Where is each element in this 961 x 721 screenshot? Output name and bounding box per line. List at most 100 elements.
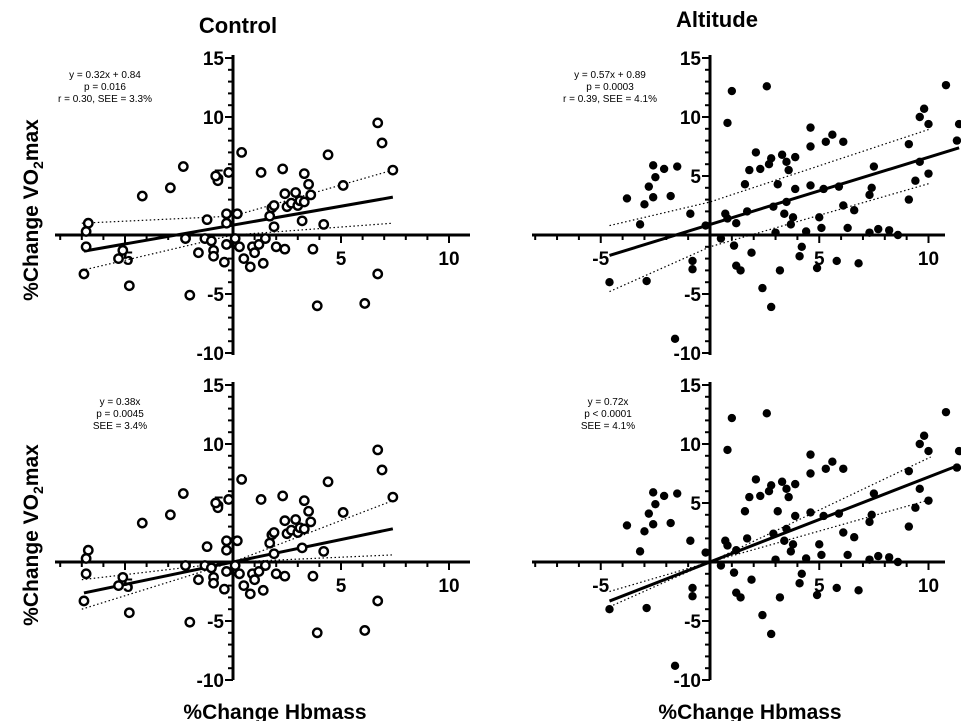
data-point: [832, 583, 841, 593]
data-point: [279, 515, 291, 527]
data-point: [773, 180, 782, 189]
data-point: [867, 183, 876, 192]
data-point: [801, 554, 811, 563]
data-point: [865, 555, 874, 564]
data-point: [221, 544, 232, 556]
data-point: [791, 184, 800, 194]
data-point: [762, 82, 772, 91]
data-point: [318, 218, 330, 230]
data-point: [113, 253, 124, 265]
data-point: [201, 214, 213, 226]
data-point: [812, 590, 822, 600]
data-point: [605, 605, 614, 614]
data-point: [812, 263, 822, 273]
data-point: [372, 595, 384, 607]
data-point: [758, 610, 767, 620]
data-point: [298, 196, 310, 208]
y-axis-title-subscript: 2: [30, 486, 46, 494]
x-tick-label: 5: [814, 249, 825, 270]
data-point: [769, 202, 778, 211]
ci-upper-line: [609, 456, 931, 593]
data-point: [229, 233, 241, 244]
data-point: [729, 241, 739, 250]
data-point: [303, 178, 314, 190]
data-point: [218, 256, 230, 268]
data-point: [193, 247, 204, 259]
data-point: [806, 508, 815, 517]
data-point: [747, 248, 756, 257]
regression-line: [83, 527, 394, 595]
data-point: [782, 157, 791, 167]
data-point: [231, 535, 243, 547]
data-point: [756, 491, 765, 501]
stats-line: p = 0.0045: [96, 409, 144, 420]
data-point: [854, 259, 863, 268]
x-tick-label: -5: [592, 576, 609, 597]
x-tick-label: 5: [814, 576, 825, 597]
data-point: [322, 476, 334, 488]
data-point: [839, 464, 848, 473]
data-point: [648, 161, 658, 170]
data-point: [635, 220, 645, 229]
y-tick-label: 15: [203, 49, 225, 70]
data-point: [277, 163, 289, 175]
stats-line: p < 0.0001: [584, 409, 632, 420]
data-point: [924, 496, 933, 505]
data-point: [742, 207, 752, 216]
data-point: [791, 479, 800, 489]
x-tick-label: -5: [592, 249, 609, 270]
data-point: [915, 112, 924, 122]
data-point: [268, 221, 280, 233]
data-point: [924, 119, 933, 129]
x-tick-label: 5: [336, 249, 347, 270]
data-point: [815, 213, 824, 222]
data-point: [780, 209, 789, 218]
y-axis-title-suffix: max: [20, 119, 43, 161]
data-point: [270, 241, 282, 253]
data-point: [850, 206, 859, 215]
data-point: [205, 562, 217, 574]
data-point: [686, 536, 695, 545]
data-point: [244, 261, 256, 273]
data-point: [701, 221, 710, 230]
data-point: [249, 247, 261, 259]
stats-line: y = 0.72x: [588, 397, 629, 408]
data-point: [745, 165, 754, 175]
data-point: [305, 516, 317, 528]
data-point: [651, 499, 660, 509]
data-point: [723, 214, 732, 223]
data-point: [839, 528, 848, 537]
x-axis-title-right: %Change Hbmass: [658, 701, 841, 721]
data-point: [180, 560, 191, 571]
y-tick-label: 10: [203, 435, 224, 456]
data-point: [359, 625, 371, 636]
data-point: [164, 509, 176, 521]
data-point: [834, 182, 844, 191]
x-tick-label: 10: [918, 576, 939, 597]
data-point: [648, 488, 658, 497]
data-point: [221, 239, 232, 250]
data-point: [786, 547, 796, 556]
ci-lower-line: [81, 554, 393, 610]
data-point: [184, 289, 196, 301]
ci-lower-line: [609, 182, 931, 293]
data-point: [686, 209, 695, 218]
data-point: [673, 162, 682, 171]
data-point: [279, 570, 291, 582]
data-point: [727, 86, 737, 96]
data-point: [376, 464, 388, 476]
data-point: [865, 190, 874, 200]
data-point: [164, 182, 176, 194]
y-tick-label: -10: [197, 671, 224, 692]
data-point: [255, 494, 267, 505]
data-point: [270, 568, 282, 580]
data-point: [359, 298, 371, 309]
y-tick-label: -5: [207, 285, 224, 306]
data-point: [298, 495, 310, 507]
data-point: [80, 568, 92, 580]
data-point: [766, 302, 776, 312]
data-point: [762, 409, 772, 418]
data-point: [290, 187, 302, 198]
data-point: [307, 570, 319, 582]
data-point: [234, 241, 245, 253]
